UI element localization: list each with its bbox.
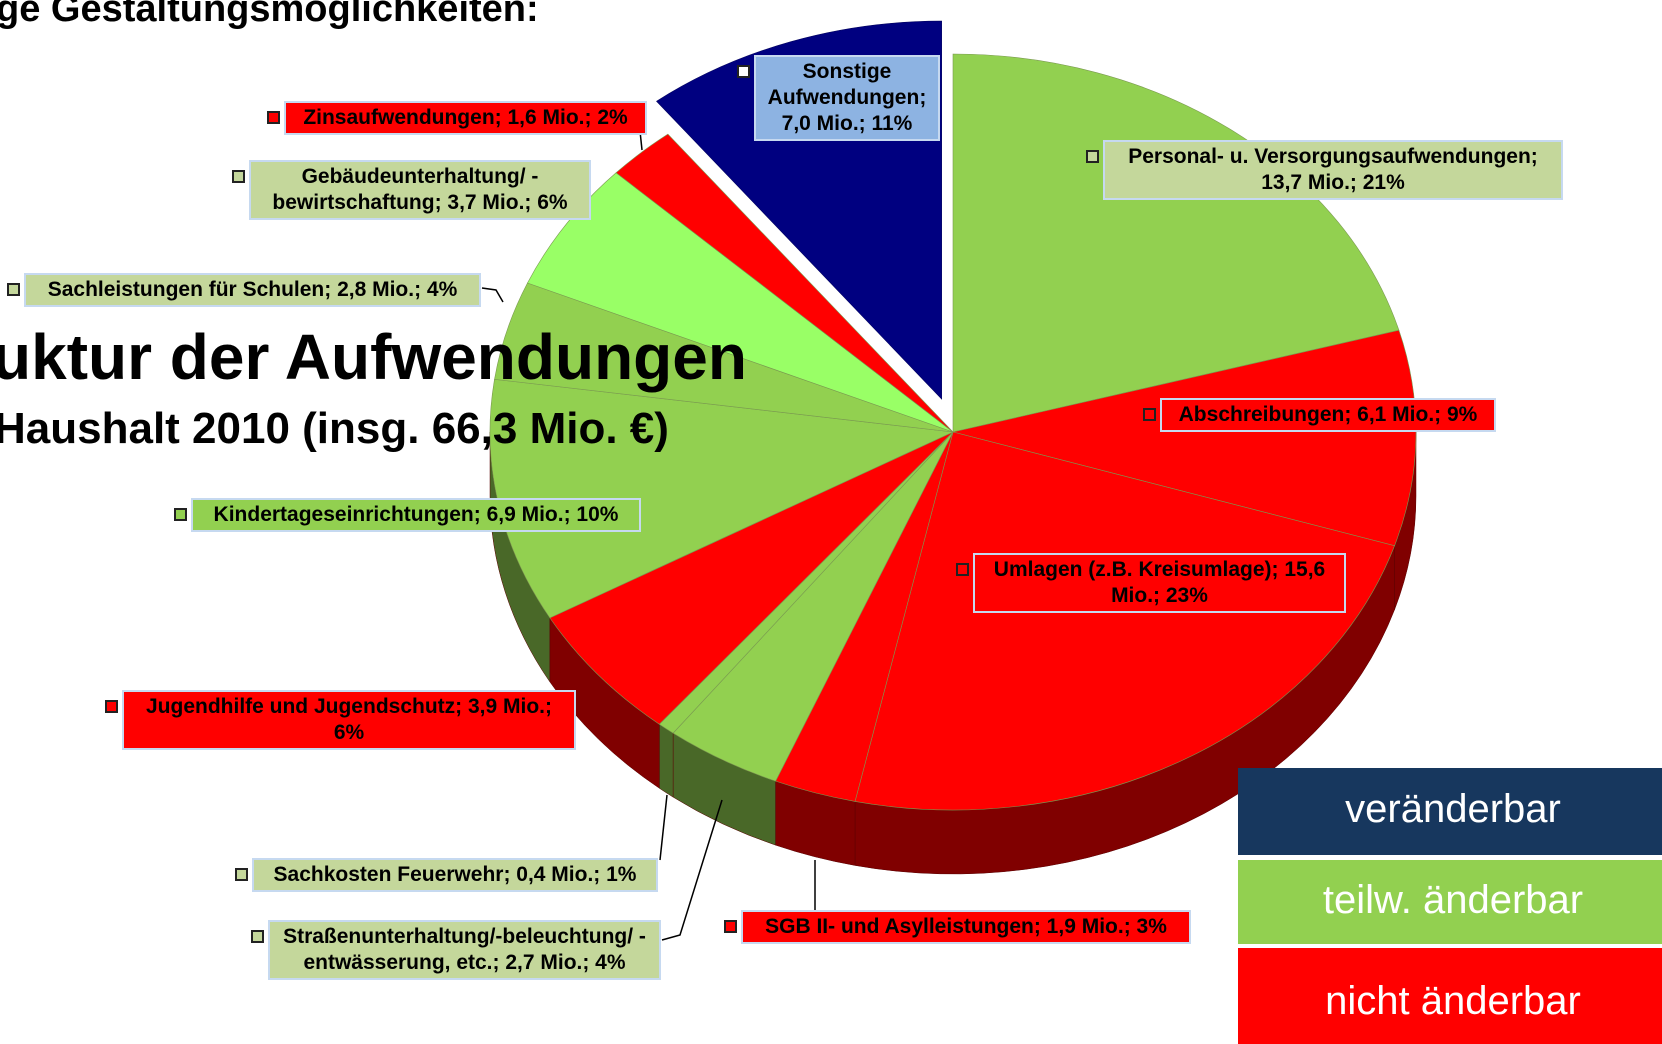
leader-lines <box>481 130 816 941</box>
label-marker <box>956 563 969 576</box>
label-marker <box>737 65 750 78</box>
pie-sides <box>489 431 1417 875</box>
data-label: Umlagen (z.B. Kreisumlage); 15,6 Mio.; 2… <box>973 553 1346 613</box>
data-label: Sachkosten Feuerwehr; 0,4 Mio.; 1% <box>252 858 658 892</box>
data-label: SGB II- und Asylleistungen; 1,9 Mio.; 3% <box>741 910 1191 944</box>
chart-subtitle: Haushalt 2010 (insg. 66,3 Mio. €) <box>0 404 669 453</box>
label-marker <box>724 920 737 933</box>
data-label: Kindertageseinrichtungen; 6,9 Mio.; 10% <box>191 498 641 532</box>
data-label: Jugendhilfe und Jugendschutz; 3,9 Mio.; … <box>122 690 576 750</box>
slice <box>854 431 1395 811</box>
leader-line <box>659 794 668 861</box>
legend-label: veränderbar <box>1345 787 1561 831</box>
label-marker <box>105 700 118 713</box>
chart-title: uktur der Aufwendungen <box>0 321 747 393</box>
label-marker <box>1143 408 1156 421</box>
data-label: Zinsaufwendungen; 1,6 Mio.; 2% <box>284 101 647 135</box>
data-label: Sonstige Aufwendungen; 7,0 Mio.; 11% <box>754 55 940 141</box>
slide-title: ge Gestaltungsmöglichkeiten: <box>0 0 539 30</box>
legend-label: teilw. änderbar <box>1322 878 1584 922</box>
label-marker <box>251 930 264 943</box>
data-label: Personal- u. Versorgungsaufwendungen; 13… <box>1103 140 1563 200</box>
label-marker <box>174 508 187 521</box>
pie-tops <box>489 20 1417 811</box>
slice <box>549 431 954 725</box>
legend-item: teilw. änderbar <box>1238 860 1662 944</box>
label-marker <box>7 283 20 296</box>
slice-side <box>659 723 674 798</box>
slice <box>615 133 954 433</box>
label-marker <box>1086 150 1099 163</box>
legend-item: nicht änderbar <box>1238 948 1662 1044</box>
label-marker <box>232 170 245 183</box>
data-label: Abschreibungen; 6,1 Mio.; 9% <box>1160 398 1496 432</box>
label-marker <box>267 111 280 124</box>
slice <box>952 329 1417 547</box>
slice <box>952 53 1400 433</box>
legend-label: nicht änderbar <box>1325 979 1581 1023</box>
data-label: Straßenunterhaltung/-beleuchtung/ -entwä… <box>268 920 661 980</box>
data-label: Sachleistungen für Schulen; 2,8 Mio.; 4% <box>24 273 481 307</box>
label-marker <box>235 868 248 881</box>
leader-line <box>661 799 723 941</box>
data-label: Gebäudeunterhaltung/ -bewirtschaftung; 3… <box>249 160 591 220</box>
legend-item: veränderbar <box>1238 768 1662 855</box>
leader-line <box>481 287 504 303</box>
slice <box>527 172 954 433</box>
